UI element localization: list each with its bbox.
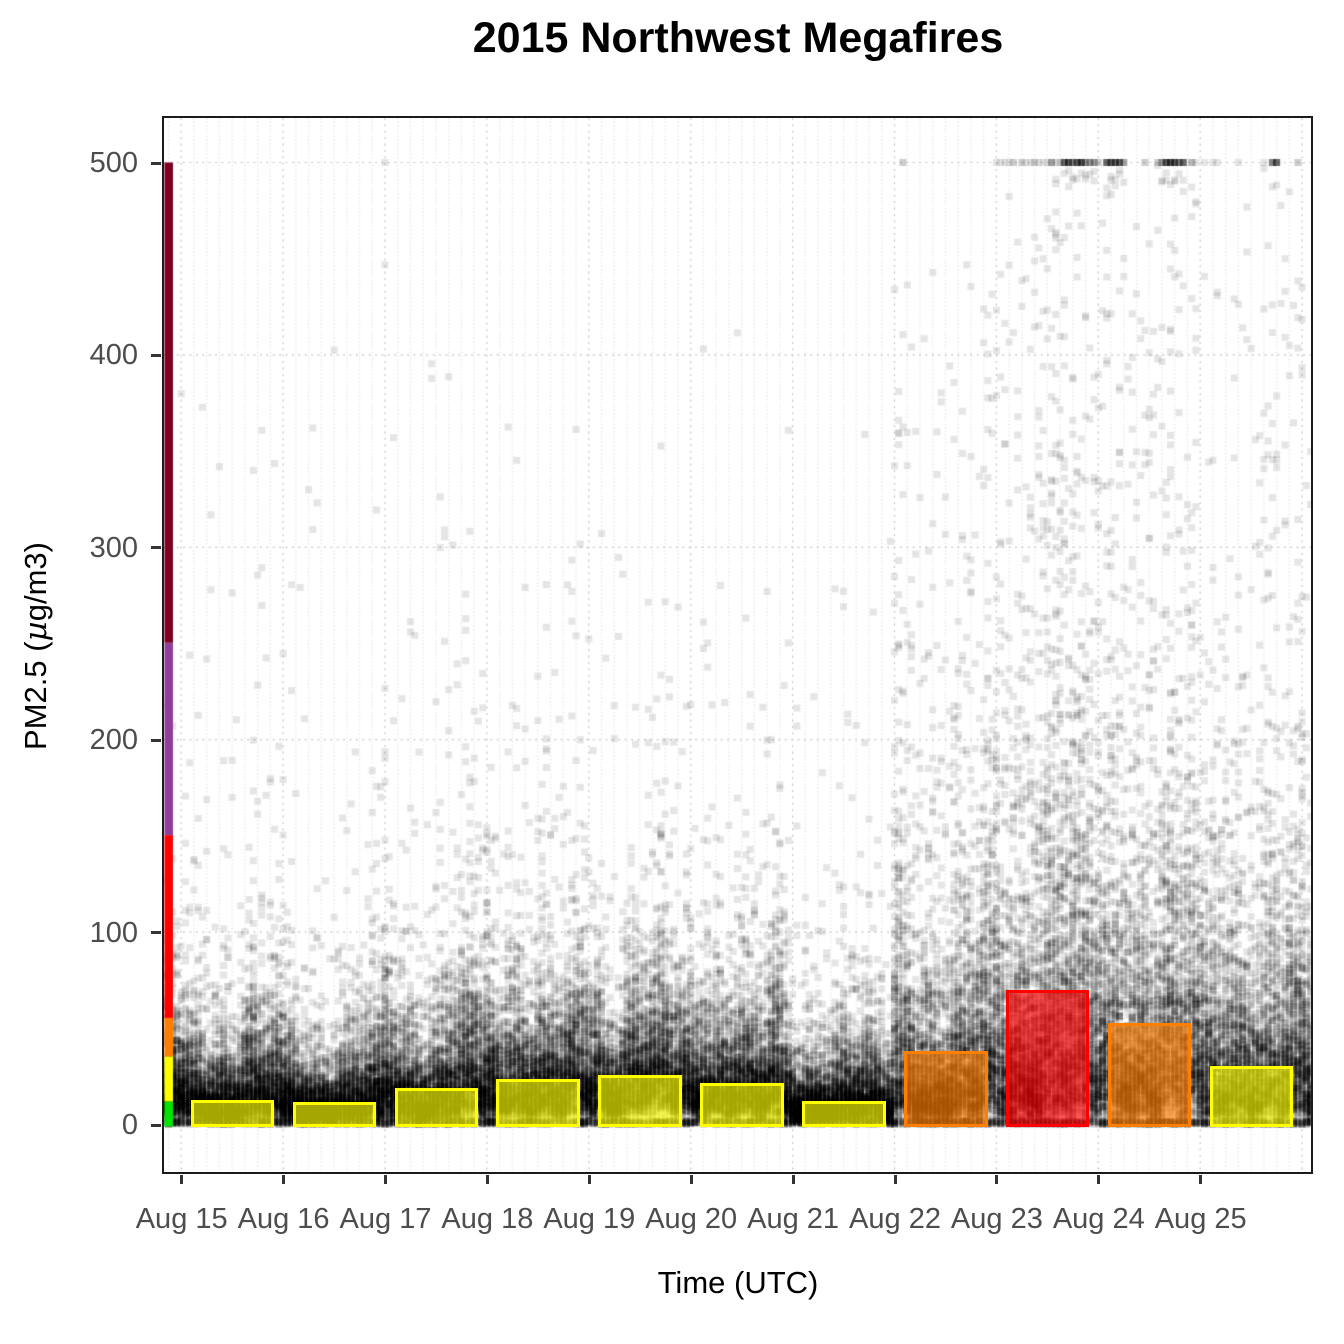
y-tick-label-500: 500 — [89, 147, 138, 179]
y-tick-label-100: 100 — [89, 916, 138, 949]
x-tick-label-aug-15: Aug 15 — [135, 1203, 228, 1235]
x-tick-mark-aug-24 — [1097, 1175, 1101, 1184]
daily-average-box-aug-19 — [598, 1074, 682, 1128]
x-tick-mark-aug-21 — [791, 1175, 795, 1184]
y-tick-label-0: 0 — [121, 1109, 138, 1141]
x-tick-label-aug-20: Aug 20 — [645, 1203, 738, 1235]
scatter-canvas — [164, 118, 1311, 1172]
x-axis-title: Time (UTC) — [657, 1265, 819, 1300]
daily-average-box-aug-24 — [1107, 1022, 1192, 1128]
y-tick-label-400: 400 — [89, 339, 138, 372]
daily-average-box-aug-20 — [700, 1083, 784, 1128]
x-tick-mark-aug-18 — [485, 1175, 489, 1184]
y-tick-mark-100 — [151, 931, 161, 935]
x-tick-label-aug-21: Aug 21 — [747, 1203, 840, 1235]
y-tick-mark-300 — [151, 546, 161, 550]
x-tick-mark-aug-19 — [587, 1175, 591, 1184]
y-tick-mark-400 — [151, 353, 161, 357]
x-tick-mark-aug-23 — [995, 1175, 999, 1184]
daily-average-box-aug-22 — [904, 1050, 988, 1128]
y-axis-title: PM2.5 (µg/m3) — [18, 542, 54, 750]
x-tick-mark-aug-25 — [1199, 1175, 1203, 1184]
x-tick-label-aug-19: Aug 19 — [543, 1203, 636, 1235]
x-tick-label-aug-22: Aug 22 — [849, 1203, 941, 1235]
x-tick-label-aug-24: Aug 24 — [1052, 1203, 1145, 1235]
x-tick-mark-aug-20 — [689, 1175, 693, 1184]
daily-average-box-aug-17 — [394, 1088, 478, 1128]
daily-average-box-aug-15 — [190, 1099, 275, 1128]
y-tick-mark-500 — [151, 161, 161, 165]
daily-average-box-aug-21 — [802, 1101, 886, 1128]
daily-average-box-aug-25 — [1209, 1065, 1294, 1128]
x-tick-mark-aug-17 — [384, 1175, 387, 1184]
daily-average-box-aug-16 — [292, 1102, 377, 1128]
x-tick-label-aug-16: Aug 16 — [237, 1203, 330, 1235]
x-tick-label-aug-17: Aug 17 — [339, 1203, 432, 1235]
chart-title: 2015 Northwest Megafires — [472, 14, 1004, 62]
mu-symbol: µ — [18, 621, 54, 642]
x-tick-mark-aug-15 — [180, 1175, 184, 1184]
daily-average-box-aug-18 — [496, 1079, 580, 1128]
x-tick-mark-aug-22 — [893, 1175, 897, 1184]
x-tick-label-aug-25: Aug 25 — [1154, 1203, 1247, 1235]
y-tick-label-300: 300 — [89, 531, 138, 564]
plot-area — [162, 116, 1313, 1174]
y-tick-mark-200 — [151, 738, 161, 742]
x-tick-mark-aug-16 — [282, 1175, 286, 1184]
x-tick-label-aug-18: Aug 18 — [441, 1203, 534, 1235]
x-tick-label-aug-23: Aug 23 — [950, 1203, 1043, 1235]
y-tick-label-200: 200 — [89, 724, 138, 757]
y-tick-mark-0 — [151, 1123, 161, 1127]
daily-average-box-aug-23 — [1005, 989, 1090, 1128]
